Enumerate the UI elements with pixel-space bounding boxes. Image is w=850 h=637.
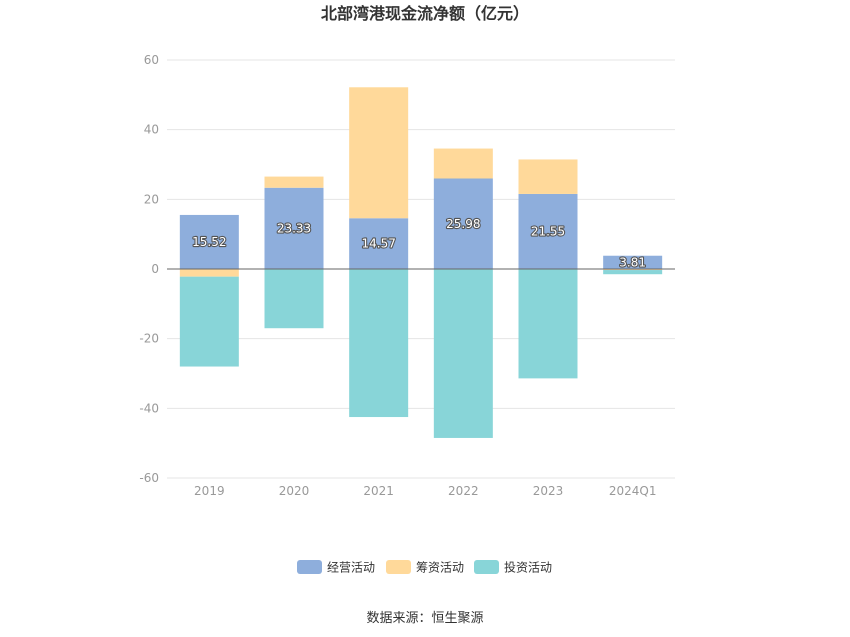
bar-2-2022[interactable]	[433, 148, 493, 179]
y-tick-label: -20	[139, 332, 159, 346]
y-tick-label: 60	[144, 53, 159, 67]
bar-3-2024Q1[interactable]	[603, 270, 663, 275]
legend-item[interactable]: 经营活动	[297, 560, 375, 575]
bar-2-2023[interactable]	[518, 159, 578, 194]
y-tick-label: 0	[151, 262, 159, 276]
x-tick-label: 2019	[194, 484, 225, 498]
bar-1-2019[interactable]	[179, 214, 239, 269]
legend[interactable]: 经营活动 筹资活动 投资活动	[297, 560, 552, 575]
legend-swatch	[474, 560, 499, 574]
y-axis-ticks: -60 -40 -20 0 20 40 60	[139, 53, 159, 485]
legend-swatch	[297, 560, 322, 574]
legend-item[interactable]: 筹资活动	[386, 560, 464, 575]
source-note: 数据来源：恒生聚源	[366, 611, 483, 626]
bar-1-2022[interactable]	[433, 178, 493, 269]
bar-3-2021[interactable]	[349, 269, 409, 418]
y-tick-label: 20	[144, 192, 159, 206]
y-tick-label: -60	[139, 471, 159, 485]
bar-1-2024Q1[interactable]	[603, 255, 663, 269]
legend-swatch	[386, 560, 411, 574]
y-tick-label: 40	[144, 123, 159, 137]
data-label: 25.98	[446, 217, 480, 231]
bars	[179, 87, 663, 438]
legend-item[interactable]: 投资活动	[474, 560, 552, 575]
x-tick-label: 2021	[363, 484, 394, 498]
x-tick-label: 2023	[533, 484, 564, 498]
legend-label: 筹资活动	[416, 561, 464, 575]
y-tick-label: -40	[139, 401, 159, 415]
data-label: 3.81	[619, 255, 646, 269]
x-tick-label: 2020	[279, 484, 310, 498]
bar-1-2021[interactable]	[349, 218, 409, 269]
bar-2-2024Q1[interactable]	[603, 269, 663, 271]
data-label: 21.55	[531, 224, 565, 238]
data-label: 14.57	[361, 237, 395, 251]
legend-label: 经营活动	[327, 561, 375, 575]
x-axis-ticks: 2019 2020 2021 2022 2023 2024Q1	[194, 484, 656, 498]
bar-3-2020[interactable]	[264, 269, 324, 329]
data-label: 15.52	[192, 235, 226, 249]
bar-2-2021[interactable]	[349, 87, 409, 219]
bar-1-2023[interactable]	[518, 193, 578, 269]
x-tick-label: 2024Q1	[609, 484, 657, 498]
chart-title: 北部湾港现金流净额（亿元）	[321, 4, 529, 23]
gridlines	[167, 59, 675, 479]
legend-label: 投资活动	[504, 560, 552, 575]
bar-3-2019[interactable]	[179, 276, 239, 367]
bar-3-2022[interactable]	[433, 269, 493, 438]
bar-2-2019[interactable]	[179, 269, 239, 277]
bar-1-2020[interactable]	[264, 187, 324, 269]
data-label: 23.33	[277, 221, 311, 235]
bar-2-2020[interactable]	[264, 176, 324, 188]
x-tick-label: 2022	[448, 484, 479, 498]
data-labels: 15.52 23.33 14.57 25.98 21.55 3.81	[191, 216, 647, 271]
bar-3-2023[interactable]	[518, 269, 578, 379]
